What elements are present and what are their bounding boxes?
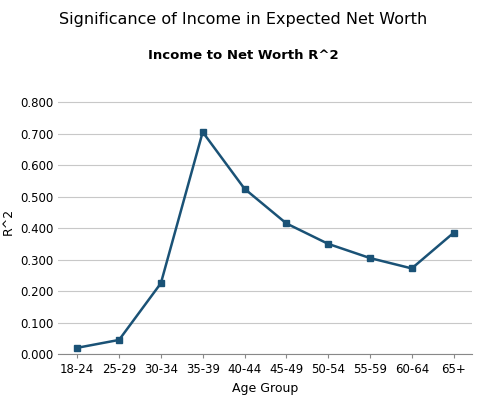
Text: Significance of Income in Expected Net Worth: Significance of Income in Expected Net W… — [59, 12, 428, 27]
Text: Income to Net Worth R^2: Income to Net Worth R^2 — [148, 49, 339, 62]
X-axis label: Age Group: Age Group — [232, 382, 299, 395]
Y-axis label: R^2: R^2 — [1, 208, 15, 235]
